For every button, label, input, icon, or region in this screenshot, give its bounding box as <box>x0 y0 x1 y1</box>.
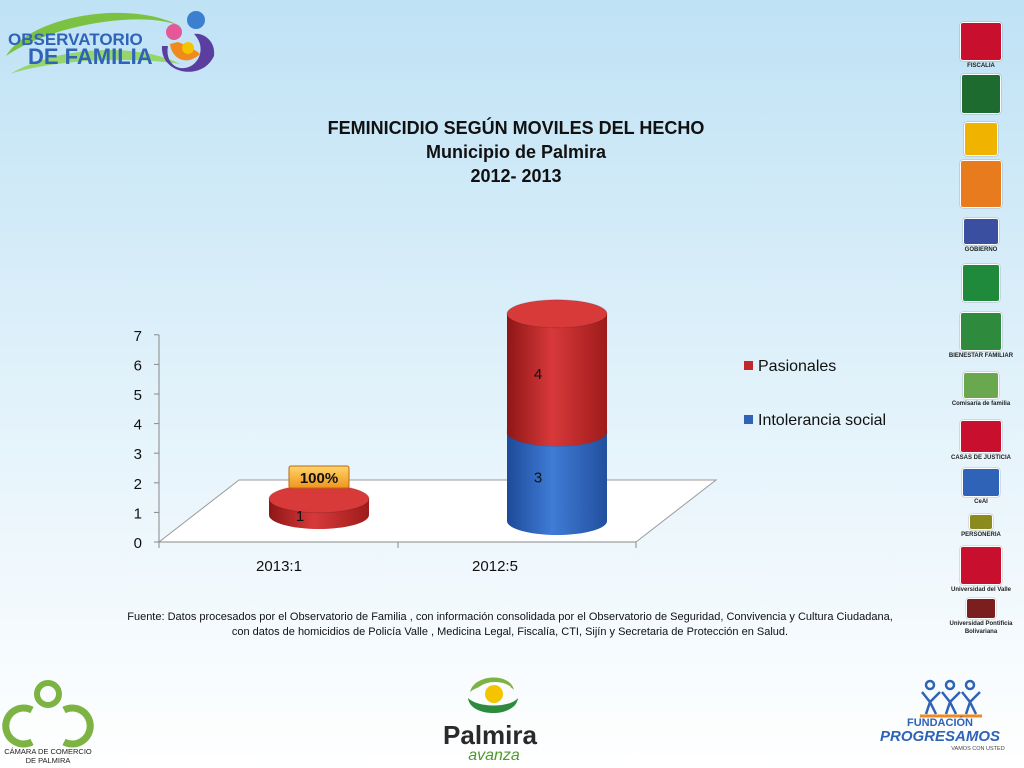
bar-cylinder-top <box>506 299 608 329</box>
sg-gobierno-logo: GOBIERNO <box>945 218 1017 254</box>
chart-floor <box>157 479 718 543</box>
casa-justicia-logo-label: CASAS DE JUSTICIA <box>950 455 1011 461</box>
comisaria-logo-label: Comisaría de familia <box>951 401 1011 407</box>
x-tick-label: 2013:1 <box>256 558 302 575</box>
annotation-box <box>288 465 350 489</box>
personeria-logo-label: PERSONERIA <box>961 532 1001 538</box>
sg-gobierno-logo-emblem <box>963 218 999 245</box>
legend-label: Intolerancia social <box>758 412 886 429</box>
logo-text-line1: OBSERVATORIO <box>8 30 143 49</box>
y-tick-label: 4 <box>134 417 142 434</box>
chart-title: FEMINICIDIO SEGÚN MOVILES DEL HECHO <box>327 118 705 138</box>
personeria-logo: PERSONERIA <box>945 514 1017 539</box>
upb-logo-emblem <box>966 598 996 619</box>
observatorio-familia-logo: OBSERVATORIO DE FAMILIA <box>6 11 215 74</box>
fundacion-tagline: VAMOS CON USTED <box>951 746 1004 752</box>
salud-logo-emblem <box>962 264 1000 302</box>
fiscalia-logo-label: FISCALIA <box>967 63 995 69</box>
y-tick-label: 1 <box>134 505 142 522</box>
ccp-line2: DE PALMIRA <box>26 756 71 765</box>
universidad-valle-logo-label: Universidad del Valle <box>950 587 1012 593</box>
y-tick-label: 6 <box>134 357 142 374</box>
fiscalia-logo: FISCALIA <box>945 22 1017 70</box>
legend-item: Intolerancia social <box>744 412 886 429</box>
bar-cylinder-top <box>268 484 370 514</box>
y-tick-label: 3 <box>134 446 142 463</box>
y-tick-label: 5 <box>134 387 142 404</box>
legend-label: Pasionales <box>758 358 836 375</box>
salud-logo <box>945 264 1017 302</box>
source-line-1: Fuente: Datos procesados por el Observat… <box>127 611 893 623</box>
comisaria-logo-emblem <box>963 372 999 399</box>
bar-segment: 1 <box>268 484 370 529</box>
fundacion-progresamos-logo: FUNDACIÓN PROGRESAMOS VAMOS CON USTED <box>880 679 1005 752</box>
ceai-logo-emblem <box>962 468 1000 497</box>
bar-value-label: 3 <box>534 470 542 487</box>
casa-justicia-logo-emblem <box>960 420 1002 453</box>
universidad-valle-logo-emblem <box>960 546 1002 585</box>
fundacion-line1: FUNDACIÓN <box>907 716 973 729</box>
casa-justicia-logo: CASAS DE JUSTICIA <box>945 420 1017 462</box>
bienestar-familiar-logo-emblem <box>960 312 1002 351</box>
bar-value-label: 4 <box>534 366 542 383</box>
policia-logo <box>945 74 1017 114</box>
x-tick-label: 2012:5 <box>472 558 518 575</box>
icbf-small-logo-emblem <box>964 122 998 156</box>
universidad-valle-logo: Universidad del Valle <box>945 546 1017 594</box>
palmira-avanza-logo: Palmira avanza <box>443 677 538 764</box>
logo-text-line2: DE FAMILIA <box>28 44 153 69</box>
fiscalia-logo-emblem <box>960 22 1002 61</box>
legend-swatch <box>744 415 753 424</box>
personeria-logo-emblem <box>969 514 993 530</box>
policia-logo-emblem <box>961 74 1001 114</box>
bar-segment: 4 <box>506 299 608 447</box>
ceai-logo: CeAI <box>945 468 1017 506</box>
legend-swatch <box>744 361 753 370</box>
ceai-logo-label: CeAI <box>974 499 988 505</box>
chart-subtitle: Municipio de Palmira <box>425 142 607 162</box>
y-tick-label: 2 <box>134 476 142 493</box>
bar-value-label: 1 <box>296 508 304 525</box>
hospital-logo <box>945 160 1017 208</box>
palmira-word: Palmira <box>443 720 537 750</box>
chart-period: 2012- 2013 <box>470 166 562 186</box>
bienestar-familiar-logo: BIENESTAR FAMILIAR <box>945 312 1017 360</box>
icbf-small-logo <box>945 122 1017 156</box>
hospital-logo-emblem <box>960 160 1002 208</box>
sg-gobierno-logo-label: GOBIERNO <box>964 247 998 253</box>
legend-item: Pasionales <box>744 358 836 375</box>
annotation-text: 100% <box>300 470 338 487</box>
source-line-2: con datos de homicidios de Policía Valle… <box>231 626 789 638</box>
y-tick-label: 7 <box>134 328 142 345</box>
bar-cylinder-body <box>507 432 607 535</box>
percentage-annotation: 100% <box>288 465 350 489</box>
fundacion-line2: PROGRESAMOS <box>880 728 1000 745</box>
source-note: Fuente: Datos procesados por el Observat… <box>80 610 940 640</box>
comisaria-logo: Comisaría de familia <box>945 372 1017 408</box>
ccp-line1: CÁMARA DE COMERCIO <box>4 747 92 756</box>
bar-cylinder-body <box>507 313 607 447</box>
bienestar-familiar-logo-label: BIENESTAR FAMILIAR <box>948 353 1014 359</box>
palmira-tagline: avanza <box>468 747 520 764</box>
camara-comercio-logo: CÁMARA DE COMERCIO DE PALMIRA <box>2 680 94 765</box>
chart-title-block: FEMINICIDIO SEGÚN MOVILES DEL HECHO Muni… <box>250 116 782 188</box>
upb-logo: Universidad Pontificia Bolivariana <box>945 598 1017 636</box>
y-tick-label: 0 <box>134 535 142 552</box>
upb-logo-label: Universidad Pontificia Bolivariana <box>949 621 1013 635</box>
